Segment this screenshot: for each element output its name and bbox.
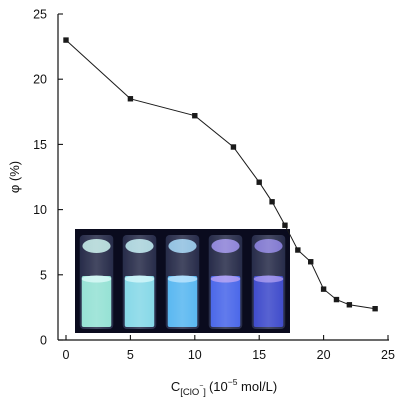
y-ticks: 0 5 10 15 20 25: [33, 8, 63, 348]
vial: [79, 235, 114, 329]
x-tick-label: 0: [63, 348, 70, 362]
x-label-unit-post: mol/L): [237, 379, 277, 394]
data-point: [63, 37, 69, 43]
data-point: [230, 144, 237, 150]
data-point: [256, 179, 262, 185]
x-label-subscript-close: ]: [203, 387, 206, 398]
x-tick-label: 15: [252, 348, 266, 362]
vial: [208, 235, 243, 329]
x-label-unit-pre: (10: [209, 379, 228, 394]
x-ticks: 0 5 10 15 20 25: [63, 335, 395, 362]
x-label-subscript-sup: −: [199, 383, 203, 390]
x-tick-label: 10: [188, 348, 202, 362]
data-point: [127, 96, 134, 102]
vial-sheen: [165, 235, 200, 329]
vial-sheen: [122, 235, 157, 329]
data-point: [295, 247, 301, 253]
data-point: [333, 296, 340, 303]
data-point: [346, 302, 353, 308]
x-tick-label: 5: [127, 348, 134, 362]
data-point: [372, 306, 378, 312]
x-label-unit-exp: −5: [228, 377, 238, 387]
y-axis-label: φ (%): [7, 161, 22, 193]
y-tick-label: 20: [33, 73, 47, 87]
y-tick-label: 25: [33, 8, 47, 22]
y-tick-label: 10: [33, 203, 47, 217]
x-axis-label: C[ClO−] (10−5 mol/L): [171, 377, 277, 398]
data-point: [192, 113, 198, 119]
data-series: [63, 37, 378, 312]
x-label-subscript: [ClO: [180, 387, 199, 398]
axes: [57, 14, 389, 341]
data-point: [282, 222, 288, 228]
y-tick-label: 0: [40, 334, 47, 348]
x-tick-label: 20: [317, 348, 331, 362]
data-point: [269, 199, 275, 205]
inset-photo: [75, 229, 290, 333]
vial: [122, 235, 157, 329]
x-tick-label: 25: [381, 348, 395, 362]
vial-sheen: [79, 235, 114, 329]
vial-sheen: [208, 235, 243, 329]
y-tick-label: 5: [40, 268, 47, 282]
y-tick-label: 15: [33, 138, 47, 152]
data-point: [308, 259, 314, 265]
vial: [251, 235, 286, 329]
x-label-base: C: [171, 379, 180, 394]
data-point: [320, 286, 327, 292]
vial-sheen: [251, 235, 286, 329]
vial: [165, 235, 200, 329]
